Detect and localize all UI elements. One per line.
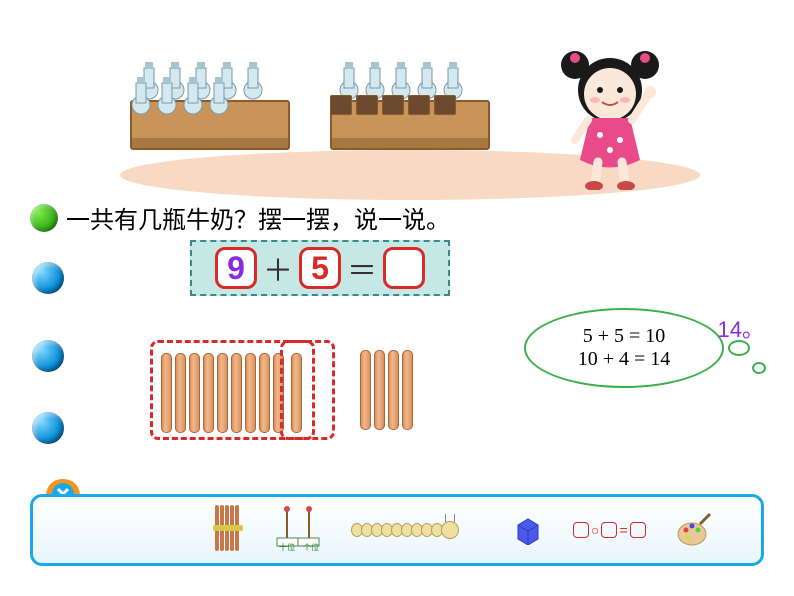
toolbox-bar: 十位 个位 ○=: [30, 494, 764, 566]
milk-crate-left: [130, 80, 290, 150]
equals-operator: ＝: [347, 246, 377, 290]
question-text: 一共有几瓶牛奶？摆一摆，说一说。: [66, 200, 450, 235]
blue-bullet-3: [32, 412, 64, 444]
crate1-front-row: [130, 75, 230, 115]
blue-bullet-2: [32, 340, 64, 372]
stick-group-borrowed: [280, 340, 335, 440]
tool-abacus-icon[interactable]: 十位 个位: [273, 505, 323, 555]
girl-character: [550, 40, 670, 190]
tool-caterpillar-icon[interactable]: [353, 515, 483, 545]
equation-strip: 9 ＋ 5 ＝: [190, 240, 450, 296]
tool-equation-template-icon[interactable]: ○=: [573, 522, 646, 538]
operand1-box: 9: [215, 247, 257, 289]
thought-line1: 5 + 5 = 10: [583, 325, 666, 348]
tool-cube-icon[interactable]: [513, 515, 543, 545]
question-row: 一共有几瓶牛奶？摆一摆，说一说。: [30, 200, 450, 235]
operand2-box: 5: [299, 247, 341, 289]
green-bullet-icon: [30, 204, 58, 232]
blue-bullet-1: [32, 262, 64, 294]
result-box[interactable]: [383, 247, 425, 289]
tool-stick-bundle-icon[interactable]: [213, 505, 243, 555]
crate2-front-row: [330, 75, 456, 115]
milk-crate-right: [330, 80, 490, 150]
thought-line2: 10 + 4 = 14: [578, 348, 671, 371]
stick-group-remaining: [360, 350, 413, 430]
thought-bubble: 5 + 5 = 10 10 + 4 = 14: [524, 308, 724, 388]
counting-sticks: [150, 340, 460, 450]
plus-operator: ＋: [263, 246, 293, 290]
tool-palette-icon[interactable]: [676, 512, 712, 548]
answer-text: 14。: [718, 312, 764, 344]
top-illustration: [100, 30, 720, 190]
